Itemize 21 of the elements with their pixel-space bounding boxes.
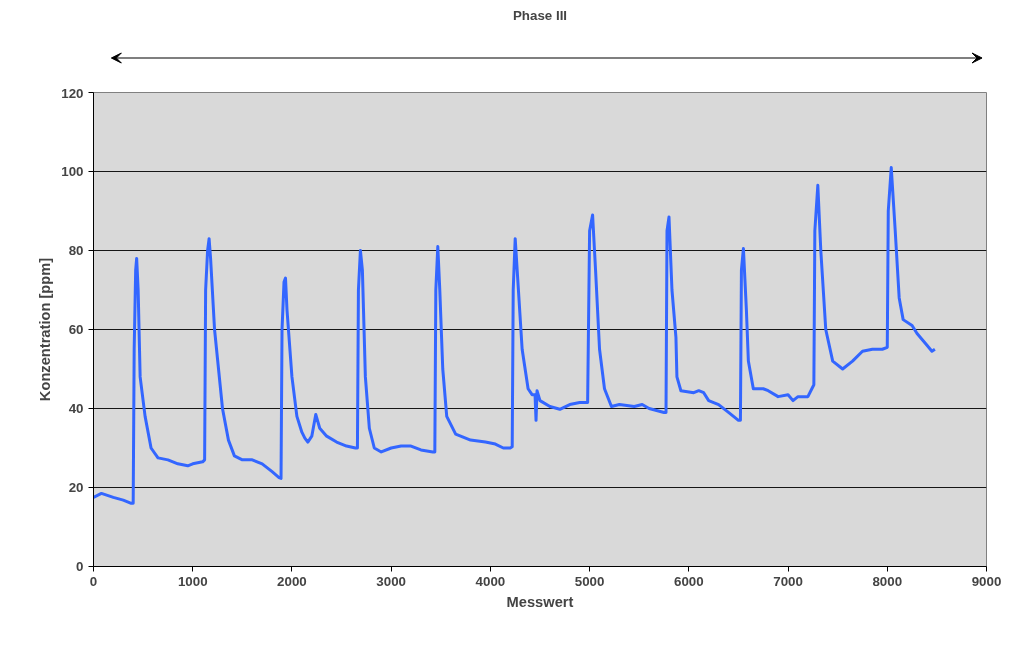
x-tick-label: 6000 — [674, 573, 704, 589]
y-axis-title: Konzentration [ppm] — [37, 257, 54, 402]
x-tick-label: 1000 — [177, 573, 208, 589]
x-tick-label: 8000 — [872, 573, 903, 589]
x-tick-label: 7000 — [773, 573, 803, 589]
x-tick-label: 0 — [89, 573, 98, 589]
y-tick-label: 40 — [68, 401, 84, 416]
y-tick-label: 0 — [76, 559, 84, 574]
y-tick-label: 80 — [68, 243, 84, 258]
chart-title: Phase III — [512, 7, 568, 23]
x-tick-label: 9000 — [971, 573, 1002, 589]
y-tick-label: 20 — [68, 480, 84, 495]
x-tick-label: 5000 — [574, 573, 605, 589]
x-tick-label: 4000 — [475, 573, 506, 589]
x-tick-label: 3000 — [376, 573, 406, 589]
x-tick-label: 2000 — [277, 573, 307, 589]
y-tick-label: 60 — [68, 322, 84, 337]
line-series — [93, 166, 937, 505]
y-tick-label: 120 — [61, 85, 84, 101]
x-axis-title: Messwert — [506, 593, 574, 610]
y-tick-label: 100 — [61, 164, 84, 179]
